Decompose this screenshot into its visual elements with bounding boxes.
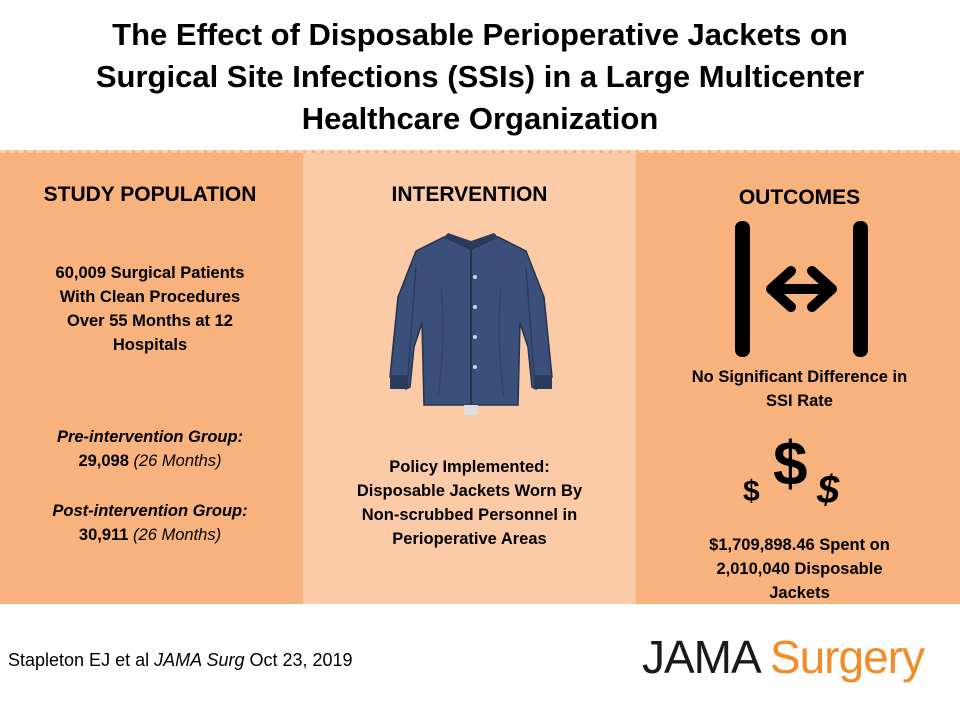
pre-intervention-label: Pre-intervention Group:	[56, 428, 244, 446]
difference-line: SSI Rate	[766, 392, 833, 410]
pre-intervention-duration: (26 Months)	[133, 452, 222, 470]
post-intervention-label: Post-intervention Group:	[52, 502, 248, 520]
citation: Stapleton EJ et al JAMA Surg Oct 23, 201…	[8, 650, 353, 671]
summary-line: With Clean Procedures	[59, 288, 241, 306]
svg-text:$: $	[816, 468, 840, 512]
difference-line: No Significant Difference in	[691, 368, 908, 386]
cost-line: 2,010,040 Disposable	[716, 560, 883, 578]
post-intervention-count: 30,911	[78, 526, 129, 544]
summary-line: 60,009 Surgical Patients	[55, 264, 245, 282]
intervention-heading: INTERVENTION	[391, 183, 548, 206]
cost-line: $1,709,898.46 Spent on	[709, 536, 890, 554]
cost-line: Jackets	[769, 584, 830, 602]
logo-jama: JAMA	[641, 631, 759, 683]
policy-line: Policy Implemented:	[389, 458, 550, 476]
outcomes-panel: OUTCOMES No Significant Difference in SS…	[639, 153, 960, 604]
title-line-1: The Effect of Disposable Perioperative J…	[112, 17, 848, 52]
page-title: The Effect of Disposable Perioperative J…	[0, 14, 960, 140]
pre-intervention-count: 29,098	[78, 452, 129, 470]
study-population-summary: 60,009 Surgical Patients With Clean Proc…	[0, 261, 300, 357]
post-intervention-duration: (26 Months)	[133, 526, 222, 544]
outcomes-heading: OUTCOMES	[738, 186, 861, 209]
logo-surgery: Surgery	[769, 631, 925, 683]
svg-text:$: $	[773, 430, 807, 499]
jama-surgery-logo: JAMA Surgery	[641, 630, 925, 684]
policy-line: Disposable Jackets Worn By	[356, 482, 583, 500]
dollar-signs-icon: $ $ $	[743, 430, 840, 512]
difference-text: No Significant Difference in SSI Rate	[639, 365, 960, 413]
study-population-panel: STUDY POPULATION 60,009 Surgical Patient…	[0, 153, 300, 604]
no-difference-arrows-icon	[735, 221, 868, 357]
jacket-icon	[389, 233, 553, 415]
study-population-heading: STUDY POPULATION	[43, 183, 257, 206]
summary-line: Over 55 Months at 12	[67, 312, 233, 330]
intervention-panel: INTERVENTION Policy Implemented: Disposa…	[303, 153, 636, 604]
policy-line: Perioperative Areas	[392, 530, 547, 548]
policy-line: Non-scrubbed Personnel in	[361, 506, 578, 524]
title-line-3: Healthcare Organization	[301, 101, 659, 136]
cost-text: $1,709,898.46 Spent on 2,010,040 Disposa…	[639, 533, 960, 605]
citation-journal: JAMA Surg	[154, 650, 245, 670]
title-line-2: Surgical Site Infections (SSIs) in a Lar…	[95, 59, 865, 94]
citation-date: Oct 23, 2019	[249, 650, 353, 670]
svg-text:$: $	[743, 475, 760, 508]
summary-line: Hospitals	[112, 336, 188, 354]
post-intervention-group: Post-intervention Group: 30,911 (26 Mont…	[0, 499, 300, 547]
policy-text: Policy Implemented: Disposable Jackets W…	[303, 455, 636, 551]
citation-authors: Stapleton EJ et al	[8, 650, 150, 670]
pre-intervention-group: Pre-intervention Group: 29,098 (26 Month…	[0, 425, 300, 473]
